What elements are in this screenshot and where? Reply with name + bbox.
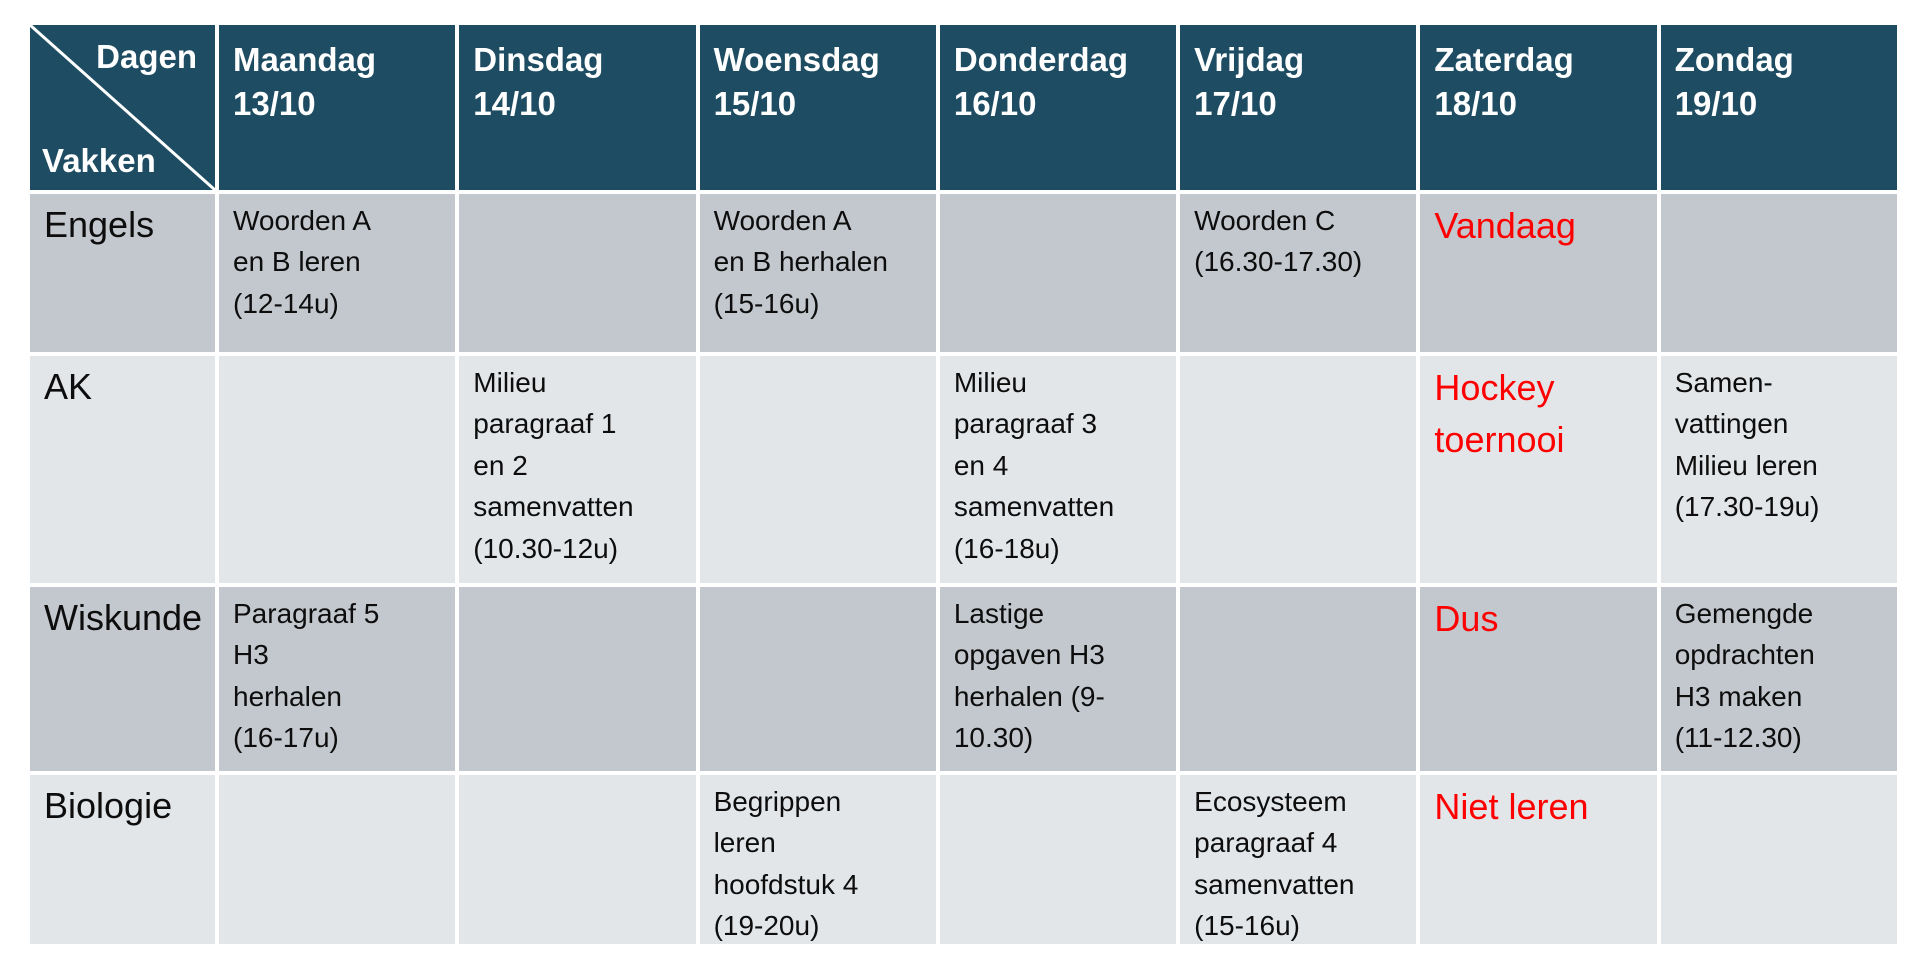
cell-biologie-maandag	[219, 775, 456, 944]
header-cell-dinsdag: Dinsdag 14/10	[459, 25, 696, 190]
header-day: Dinsdag	[473, 41, 604, 78]
cell-ak-dinsdag: Milieu paragraaf 1 en 2 samenvatten (10.…	[459, 356, 696, 583]
cell-ak-zondag: Samen- vattingen Milieu leren (17.30-19u…	[1660, 356, 1897, 583]
header-day: Maandag	[233, 41, 377, 78]
header-day: Donderdag	[953, 41, 1129, 78]
header-cell-zaterdag: Zaterdag 18/10	[1420, 25, 1657, 190]
subject-cell-wiskunde: Wiskunde	[30, 587, 215, 771]
cell-wiskunde-maandag: Paragraaf 5 H3 herhalen (16-17u)	[219, 587, 456, 771]
cell-biologie-dinsdag	[459, 775, 696, 944]
header-cell-zondag: Zondag 19/10	[1660, 25, 1897, 190]
header-day: Zaterdag	[1434, 41, 1574, 78]
header-date: 18/10	[1434, 84, 1518, 122]
corner-cell-dagen-vakken: Dagen Vakken	[30, 25, 215, 190]
cell-ak-zaterdag: Hockey toernooi	[1420, 356, 1657, 583]
cell-engels-donderdag	[939, 194, 1177, 352]
header-day: Vrijdag	[1194, 41, 1305, 78]
header-date: 14/10	[473, 84, 556, 122]
study-schedule-table: Dagen Vakken Maandag 13/10 Dinsdag 14/10…	[30, 25, 1897, 944]
cell-ak-vrijdag	[1180, 356, 1417, 583]
cell-biologie-donderdag	[939, 775, 1177, 944]
header-date: 15/10	[713, 84, 797, 122]
cell-wiskunde-zaterdag: Dus	[1420, 587, 1657, 771]
cell-engels-dinsdag	[459, 194, 696, 352]
header-date: 19/10	[1674, 84, 1758, 122]
corner-label-vakken: Vakken	[42, 142, 156, 179]
subject-cell-ak: AK	[30, 356, 215, 583]
cell-ak-woensdag	[699, 356, 936, 583]
diagonal-divider-line	[30, 25, 215, 190]
cell-biologie-woensdag: Begrippen leren hoofdstuk 4 (19-20u)	[699, 775, 936, 944]
cell-engels-zaterdag: Vandaag	[1420, 194, 1657, 352]
cell-ak-donderdag: Milieu paragraaf 3 en 4 samenvatten (16-…	[939, 356, 1177, 583]
header-date: 17/10	[1194, 84, 1277, 122]
cell-wiskunde-donderdag: Lastige opgaven H3 herhalen (9- 10.30)	[939, 587, 1177, 771]
header-cell-vrijdag: Vrijdag 17/10	[1180, 25, 1417, 190]
corner-label-dagen: Dagen	[96, 38, 197, 75]
cell-engels-maandag: Woorden A en B leren (12-14u)	[219, 194, 456, 352]
header-cell-woensdag: Woensdag 15/10	[699, 25, 936, 190]
header-cell-donderdag: Donderdag 16/10	[939, 25, 1177, 190]
cell-ak-maandag	[219, 356, 456, 583]
header-day: Zondag	[1674, 41, 1794, 78]
cell-biologie-zaterdag: Niet leren	[1420, 775, 1657, 944]
cell-wiskunde-woensdag	[699, 587, 936, 771]
cell-engels-zondag	[1660, 194, 1897, 352]
cell-engels-woensdag: Woorden A en B herhalen (15-16u)	[699, 194, 936, 352]
subject-cell-engels: Engels	[30, 194, 215, 352]
cell-wiskunde-dinsdag	[459, 587, 696, 771]
header-date: 13/10	[233, 84, 316, 122]
header-cell-maandag: Maandag 13/10	[219, 25, 456, 190]
header-day: Woensdag	[713, 41, 880, 78]
cell-biologie-zondag	[1660, 775, 1897, 944]
cell-wiskunde-zondag: Gemengde opdrachten H3 maken (11-12.30)	[1660, 587, 1897, 771]
cell-wiskunde-vrijdag	[1180, 587, 1417, 771]
cell-biologie-vrijdag: Ecosysteem paragraaf 4 samenvatten (15-1…	[1180, 775, 1417, 944]
cell-engels-vrijdag: Woorden C (16.30-17.30)	[1180, 194, 1417, 352]
header-date: 16/10	[953, 84, 1037, 122]
subject-cell-biologie: Biologie	[30, 775, 215, 944]
